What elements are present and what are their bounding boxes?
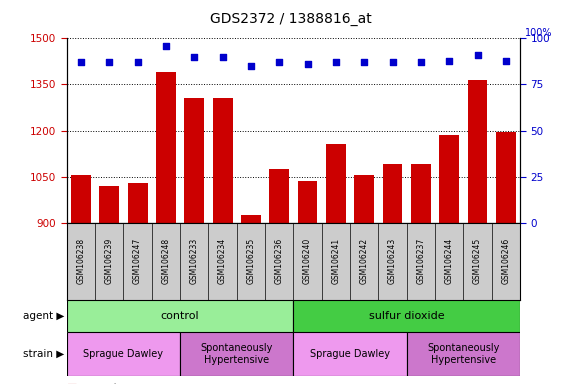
Text: GSM106237: GSM106237: [417, 238, 425, 284]
Point: [360, 59, 369, 65]
Text: GSM106245: GSM106245: [473, 238, 482, 284]
Text: GSM106235: GSM106235: [246, 238, 256, 284]
Bar: [128, 183, 148, 223]
Bar: [383, 164, 403, 223]
Bar: [71, 175, 91, 223]
Text: GSM106234: GSM106234: [218, 238, 227, 284]
Bar: [67, 332, 180, 376]
Point: [218, 54, 227, 60]
Text: GSM106242: GSM106242: [360, 238, 369, 284]
Bar: [180, 332, 293, 376]
Bar: [411, 164, 431, 223]
Point: [444, 58, 454, 64]
Bar: [293, 300, 520, 332]
Bar: [293, 332, 407, 376]
Point: [473, 52, 482, 58]
Text: GSM106236: GSM106236: [275, 238, 284, 284]
Bar: [407, 332, 520, 376]
Point: [76, 59, 85, 65]
Text: GSM106239: GSM106239: [105, 238, 114, 284]
Bar: [496, 132, 516, 223]
Text: Sprague Dawley: Sprague Dawley: [310, 349, 390, 359]
Text: GSM106240: GSM106240: [303, 238, 312, 284]
Point: [246, 63, 256, 69]
Text: GSM106248: GSM106248: [162, 238, 170, 284]
Text: control: control: [161, 311, 199, 321]
Text: count: count: [90, 383, 118, 384]
Point: [331, 59, 340, 65]
Point: [189, 54, 199, 60]
Point: [105, 59, 114, 65]
Text: GSM106233: GSM106233: [190, 238, 199, 284]
Text: agent ▶: agent ▶: [23, 311, 64, 321]
Text: 100%: 100%: [525, 28, 552, 38]
Text: Spontaneously
Hypertensive: Spontaneously Hypertensive: [427, 343, 500, 365]
Bar: [270, 169, 289, 223]
Point: [162, 43, 171, 49]
Bar: [297, 181, 317, 223]
Bar: [241, 215, 261, 223]
Text: GSM106243: GSM106243: [388, 238, 397, 284]
Text: Sprague Dawley: Sprague Dawley: [84, 349, 163, 359]
Bar: [468, 80, 487, 223]
Text: Spontaneously
Hypertensive: Spontaneously Hypertensive: [200, 343, 273, 365]
Text: GSM106238: GSM106238: [77, 238, 85, 284]
Point: [303, 61, 312, 67]
Point: [416, 59, 425, 65]
Point: [501, 58, 511, 64]
Bar: [156, 72, 176, 223]
Bar: [213, 98, 232, 223]
Point: [133, 59, 142, 65]
Bar: [326, 144, 346, 223]
Bar: [354, 175, 374, 223]
Point: [388, 59, 397, 65]
Point: [275, 59, 284, 65]
Text: strain ▶: strain ▶: [23, 349, 64, 359]
Bar: [439, 135, 459, 223]
Text: GDS2372 / 1388816_at: GDS2372 / 1388816_at: [210, 12, 371, 26]
Bar: [99, 186, 119, 223]
Text: GSM106247: GSM106247: [133, 238, 142, 284]
Text: sulfur dioxide: sulfur dioxide: [369, 311, 444, 321]
Bar: [67, 300, 293, 332]
Text: GSM106246: GSM106246: [501, 238, 510, 284]
Text: GSM106241: GSM106241: [331, 238, 340, 284]
Bar: [184, 98, 204, 223]
Text: ■: ■: [67, 383, 77, 384]
Text: GSM106244: GSM106244: [444, 238, 454, 284]
